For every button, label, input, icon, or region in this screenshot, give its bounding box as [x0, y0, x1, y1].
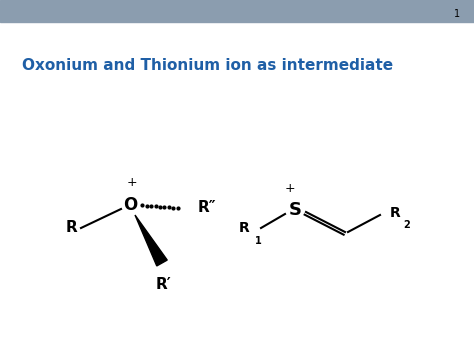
Text: +: +	[127, 176, 137, 190]
Text: R: R	[390, 206, 401, 220]
Text: R: R	[239, 221, 250, 235]
Text: R′: R′	[156, 277, 172, 292]
Text: R: R	[66, 220, 78, 235]
Text: O: O	[123, 196, 137, 214]
Text: 2: 2	[403, 220, 410, 230]
Polygon shape	[135, 215, 167, 266]
Text: +: +	[285, 181, 295, 195]
Text: R″: R″	[198, 201, 217, 215]
Text: 1: 1	[255, 236, 262, 246]
Bar	[0, 0, 474, 22]
Text: Oxonium and Thionium ion as intermediate: Oxonium and Thionium ion as intermediate	[22, 58, 393, 72]
Text: 1: 1	[454, 9, 460, 19]
Text: S: S	[289, 201, 301, 219]
